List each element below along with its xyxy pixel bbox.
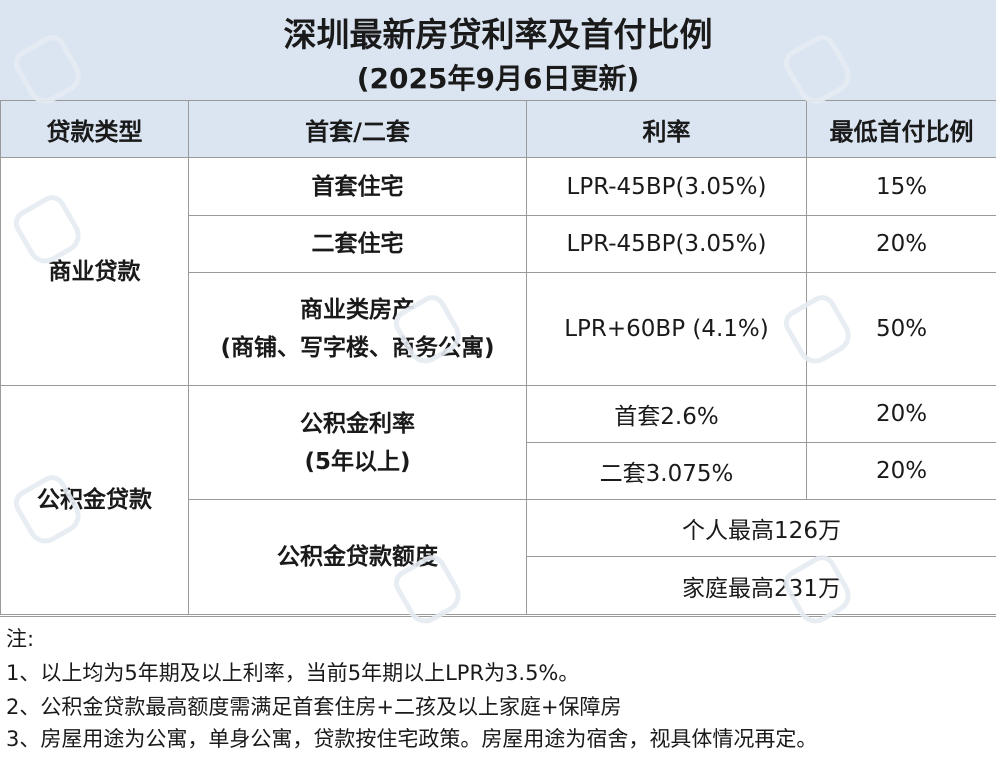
down-payment-cell: 20% [807,216,996,273]
table-row: 公积金贷款 公积金利率 (5年以上) 首套2.6% 20% [1,386,996,443]
rate-cell: LPR+60BP (4.1%) [527,273,807,386]
page-title: 深圳最新房贷利率及首付比例 [0,8,996,56]
notes-section: 注: 1、以上均为5年期及以上利率，当前5年期以上LPR为3.5%。 2、公积金… [0,616,996,757]
rate-cell: 首套2.6% [527,386,807,443]
rate-table: 贷款类型 首套/二套 利率 最低首付比例 商业贷款 首套住宅 LPR-45BP(… [0,100,996,615]
header-loan-type: 贷款类型 [1,101,189,158]
rate-cell: LPR-45BP(3.05%) [527,216,807,273]
category-cell: 首套住宅 [189,158,527,216]
provident-rate-label-cell: 公积金利率 (5年以上) [189,386,527,500]
down-payment-cell: 20% [807,386,996,443]
rate-cell: LPR-45BP(3.05%) [527,158,807,216]
header-first-second: 首套/二套 [189,101,527,158]
category-cell: 商业类房产 (商铺、写字楼、商务公寓) [189,273,527,386]
header-min-down: 最低首付比例 [807,101,996,158]
note-item: 3、房屋用途为公寓，单身公寓，贷款按住宅政策。房屋用途为宿舍，视具体情况再定。 [6,723,817,753]
commercial-loan-cell: 商业贷款 [1,158,189,386]
label-line: (5年以上) [189,443,526,481]
down-payment-cell: 20% [807,443,996,500]
label-line: 公积金利率 [189,405,526,443]
table-header-row: 贷款类型 首套/二套 利率 最低首付比例 [1,101,996,158]
category-line: (商铺、写字楼、商务公寓) [189,329,526,367]
quota-label-cell: 公积金贷款额度 [189,500,527,615]
note-item: 1、以上均为5年期及以上利率，当前5年期以上LPR为3.5%。 [6,657,579,687]
header-rate: 利率 [527,101,807,158]
rate-cell: 二套3.075% [527,443,807,500]
note-item: 2、公积金贷款最高额度需满足首套住房+二孩及以上家庭+保障房 [6,691,622,721]
category-line: 商业类房产 [189,291,526,329]
notes-heading: 注: [6,623,34,653]
table-row: 商业贷款 首套住宅 LPR-45BP(3.05%) 15% [1,158,996,216]
quota-family-cell: 家庭最高231万 [527,557,996,615]
quota-personal-cell: 个人最高126万 [527,500,996,557]
down-payment-cell: 15% [807,158,996,216]
category-cell: 二套住宅 [189,216,527,273]
